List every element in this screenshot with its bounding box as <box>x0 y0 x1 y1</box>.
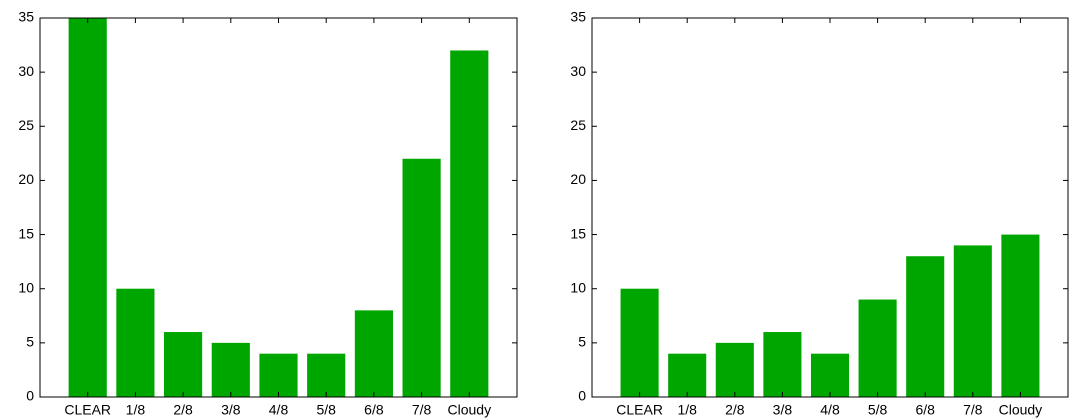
bar <box>906 256 945 397</box>
x-tick-label: 7/8 <box>412 402 432 418</box>
y-tick-label: 25 <box>18 117 34 133</box>
y-tick-label: 10 <box>18 279 34 295</box>
y-tick-label: 20 <box>570 171 586 187</box>
bar <box>402 158 441 397</box>
bar <box>68 18 107 397</box>
bar <box>307 353 346 397</box>
x-tick-label: CLEAR <box>616 402 663 418</box>
axes-frame <box>39 17 518 398</box>
x-tick-label: 6/8 <box>364 402 384 418</box>
bar <box>715 342 754 397</box>
bar <box>668 353 707 397</box>
y-tick-label: 35 <box>570 9 586 25</box>
axes-frame <box>591 17 1069 398</box>
x-tick-label: Cloudy <box>448 402 492 418</box>
x-tick-label: 6/8 <box>915 402 935 418</box>
x-tick-label: 5/8 <box>316 402 336 418</box>
bar <box>620 288 659 397</box>
y-tick-label: 30 <box>18 63 34 79</box>
y-tick-label: 5 <box>578 334 586 350</box>
bar <box>450 50 489 397</box>
y-tick-label: 35 <box>18 9 34 25</box>
x-tick-label: Cloudy <box>999 402 1043 418</box>
x-tick-label: 7/8 <box>963 402 983 418</box>
x-tick-label: 2/8 <box>173 402 193 418</box>
y-tick-label: 5 <box>26 334 34 350</box>
bar <box>259 353 298 397</box>
y-tick-label: 20 <box>18 171 34 187</box>
bar <box>211 342 250 397</box>
x-tick-label: 3/8 <box>773 402 793 418</box>
bar <box>953 245 992 397</box>
y-tick-label: 0 <box>26 388 34 404</box>
x-tick-label: 5/8 <box>868 402 888 418</box>
bar <box>763 332 802 397</box>
y-tick-label: 25 <box>570 117 586 133</box>
x-tick-label: 4/8 <box>820 402 840 418</box>
x-tick-label: 1/8 <box>677 402 697 418</box>
y-tick-label: 15 <box>570 225 586 241</box>
y-tick-label: 15 <box>18 225 34 241</box>
bar <box>164 332 203 397</box>
bar <box>116 288 155 397</box>
x-tick-label: 3/8 <box>221 402 241 418</box>
x-tick-label: CLEAR <box>64 402 111 418</box>
x-tick-label: 1/8 <box>126 402 146 418</box>
y-tick-label: 30 <box>570 63 586 79</box>
x-tick-label: 2/8 <box>725 402 745 418</box>
x-tick-label: 4/8 <box>269 402 289 418</box>
bar <box>810 353 850 397</box>
bar <box>858 299 897 397</box>
bar <box>1001 234 1040 397</box>
y-tick-label: 10 <box>570 279 586 295</box>
bar <box>354 310 393 397</box>
y-tick-label: 0 <box>578 388 586 404</box>
